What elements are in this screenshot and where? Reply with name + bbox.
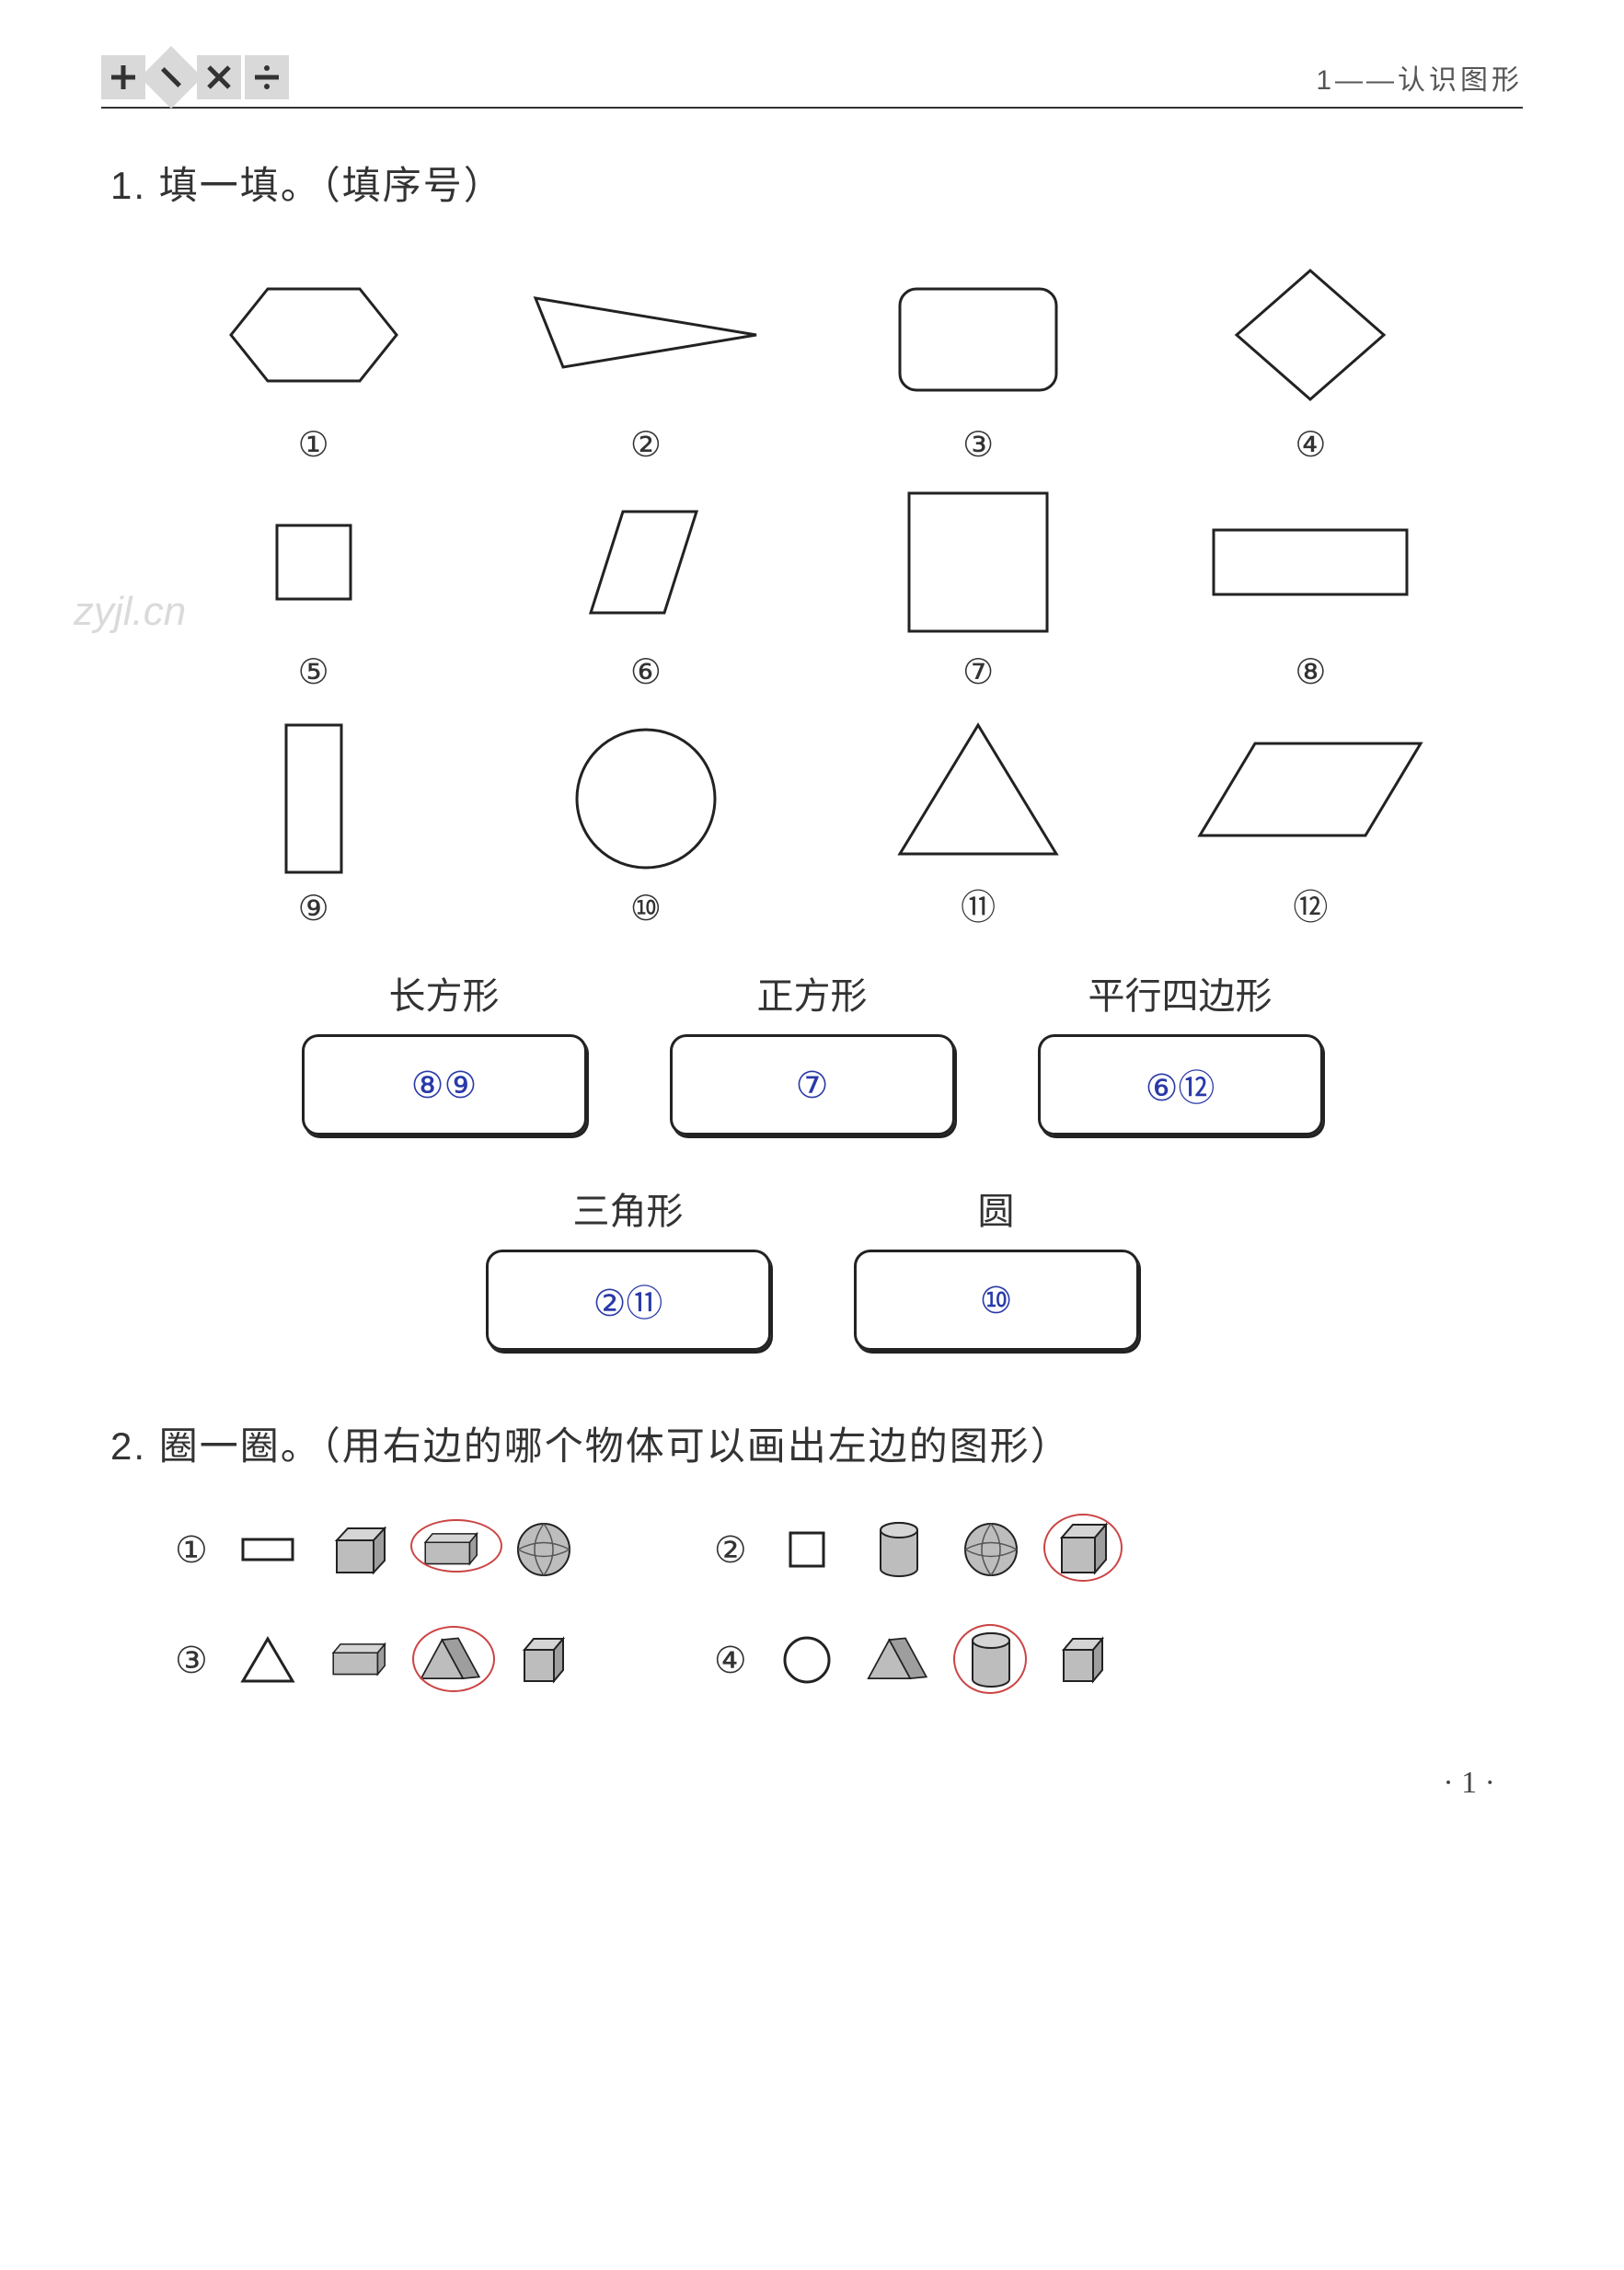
circle-mark [412,1626,495,1692]
flat-rect-icon [236,1517,300,1582]
shape-triangle-long: ② [508,257,784,466]
shape-parallelogram: ⑫ [1172,711,1448,929]
cuboid-icon [328,1517,392,1582]
answer-rectangle: 长方形 ⑧⑨ [302,966,587,1135]
shape-label: ② [630,424,662,466]
shape-rect-tall: ⑨ [176,720,452,929]
page-header: 1——认识图形 [101,55,1523,109]
operation-icons [101,55,289,99]
answer-box[interactable]: ⑥⑫ [1038,1034,1323,1135]
shape-rounded-rect: ③ [840,257,1116,466]
shape-hexagon: ① [176,257,452,466]
answer-box[interactable]: ⑦ [670,1034,955,1135]
plus-icon [101,55,145,99]
answer-title: 平行四边形 [1088,966,1273,1020]
answer-area: 长方形 ⑧⑨ 正方形 ⑦ 平行四边形 ⑥⑫ 三角形 ②⑪ 圆 ⑩ [175,966,1449,1351]
page-number: · 1 · [101,1766,1523,1801]
cube-small-icon [1051,1628,1115,1692]
question-2-title: 2. 圈一圈。（用右边的哪个物体可以画出左边的图形） [110,1415,1523,1471]
shape-grid: ① ② ③ ④ ⑤ ⑥ ⑦ ⑧ [147,257,1477,929]
cube-icon [1051,1517,1115,1582]
cylinder-icon [959,1628,1023,1692]
shape-label: ④ [1295,424,1326,466]
q2-number: ① [175,1528,208,1572]
shape-rect-wide: ⑧ [1172,484,1448,693]
q2-number: ④ [714,1639,747,1682]
question-2-area: ① ② ③ ④ [120,1517,1504,1692]
shape-label: ⑦ [962,651,994,693]
shape-circle: ⑩ [508,720,784,929]
shape-label: ③ [962,424,994,466]
prism-icon [867,1628,931,1692]
shape-label: ⑥ [630,651,662,693]
answer-title: 长方形 [389,966,500,1020]
ball-icon [959,1517,1023,1582]
q2-group-3: ③ [175,1628,576,1692]
answer-box[interactable]: ⑩ [854,1250,1139,1351]
prism-icon [420,1628,484,1692]
circle-mark [953,1624,1027,1694]
answer-title: 圆 [978,1181,1015,1235]
shape-label: ⑫ [1293,879,1328,929]
shape-label: ① [298,424,329,466]
divide-icon [245,55,289,99]
answer-title: 正方形 [757,966,868,1020]
shape-triangle: ⑪ [840,711,1116,929]
shape-parallelogram-small: ⑥ [508,484,784,693]
cuboid-long-icon [420,1517,484,1582]
cuboid-icon [328,1628,392,1692]
shape-label: ⑧ [1295,651,1326,693]
answer-title: 三角形 [573,1181,684,1235]
minus-diag-icon [140,46,202,109]
watermark: zyjl.cn [74,589,186,635]
shape-square-small: ⑤ [176,484,452,693]
q2-number: ③ [175,1639,208,1682]
q2-group-1: ① [175,1517,576,1582]
flat-square-icon [775,1517,839,1582]
shape-square: ⑦ [840,484,1116,693]
answer-triangle: 三角形 ②⑪ [486,1181,771,1351]
q2-number: ② [714,1528,747,1572]
shape-label: ⑤ [298,651,329,693]
circle-mark [410,1519,502,1573]
shape-label: ⑨ [298,888,329,929]
answer-circle: 圆 ⑩ [854,1181,1139,1351]
shape-label: ⑪ [961,879,996,929]
answer-parallelogram: 平行四边形 ⑥⑫ [1038,966,1323,1135]
q2-group-4: ④ [714,1628,1115,1692]
answer-box[interactable]: ②⑪ [486,1250,771,1351]
shape-label: ⑩ [630,888,662,929]
circle-mark [1043,1514,1123,1582]
times-icon [197,55,241,99]
cylinder-icon [867,1517,931,1582]
cube-small-icon [512,1628,576,1692]
q2-group-2: ② [714,1517,1115,1582]
chapter-title: 1——认识图形 [1316,57,1523,98]
shape-diamond: ④ [1172,257,1448,466]
flat-triangle-icon [236,1628,300,1692]
question-1-title: 1. 填一填。（填序号） [110,155,1523,211]
ball-icon [512,1517,576,1582]
flat-circle-icon [775,1628,839,1692]
answer-box[interactable]: ⑧⑨ [302,1034,587,1135]
answer-square: 正方形 ⑦ [670,966,955,1135]
